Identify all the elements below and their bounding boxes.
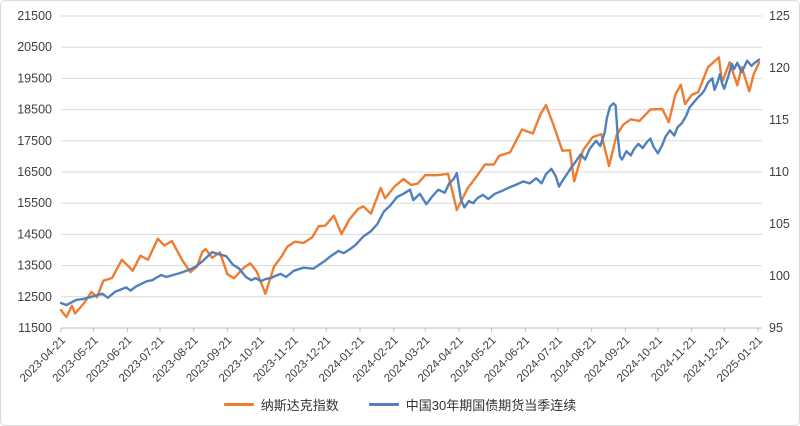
series-line-bond-futures bbox=[59, 58, 761, 307]
y-axis-right-label: 115 bbox=[769, 113, 789, 127]
y-axis-left-label: 14500 bbox=[17, 227, 52, 241]
y-axis-left-label: 13500 bbox=[17, 259, 52, 273]
y-axis-left-label: 12500 bbox=[17, 290, 52, 304]
legend-label-bond-futures: 中国30年期国债期货当季连续 bbox=[405, 398, 577, 413]
legend-line-swatch-bond-futures bbox=[368, 403, 399, 406]
y-axis-right-label: 95 bbox=[769, 321, 783, 335]
y-axis-right-label: 125 bbox=[769, 9, 790, 23]
y-axis-left-label: 21500 bbox=[17, 9, 52, 23]
y-axis-left-label: 11500 bbox=[18, 321, 52, 335]
y-axis-left-label: 18500 bbox=[17, 103, 52, 117]
y-axis-right-label: 100 bbox=[769, 269, 790, 283]
y-axis-left-label: 19500 bbox=[17, 71, 52, 85]
y-axis-left-label: 15500 bbox=[17, 196, 52, 210]
y-axis-left-label: 20500 bbox=[17, 40, 52, 54]
series-line-nasdaq bbox=[59, 56, 761, 319]
legend-label-nasdaq: 纳斯达克指数 bbox=[260, 398, 339, 413]
y-axis-right-label: 105 bbox=[769, 217, 790, 231]
y-axis-left-label: 17500 bbox=[17, 134, 52, 148]
chart-legend: 纳斯达克指数 中国30年期国债期货当季连续 bbox=[1, 395, 799, 414]
legend-item-nasdaq: 纳斯达克指数 bbox=[223, 395, 339, 414]
y-axis-right-label: 110 bbox=[769, 165, 789, 179]
y-axis-right-label: 120 bbox=[769, 61, 790, 75]
y-axis-left-label: 16500 bbox=[17, 165, 52, 179]
legend-line-swatch-nasdaq bbox=[223, 403, 254, 406]
legend-item-bond-futures: 中国30年期国债期货当季连续 bbox=[368, 395, 577, 414]
